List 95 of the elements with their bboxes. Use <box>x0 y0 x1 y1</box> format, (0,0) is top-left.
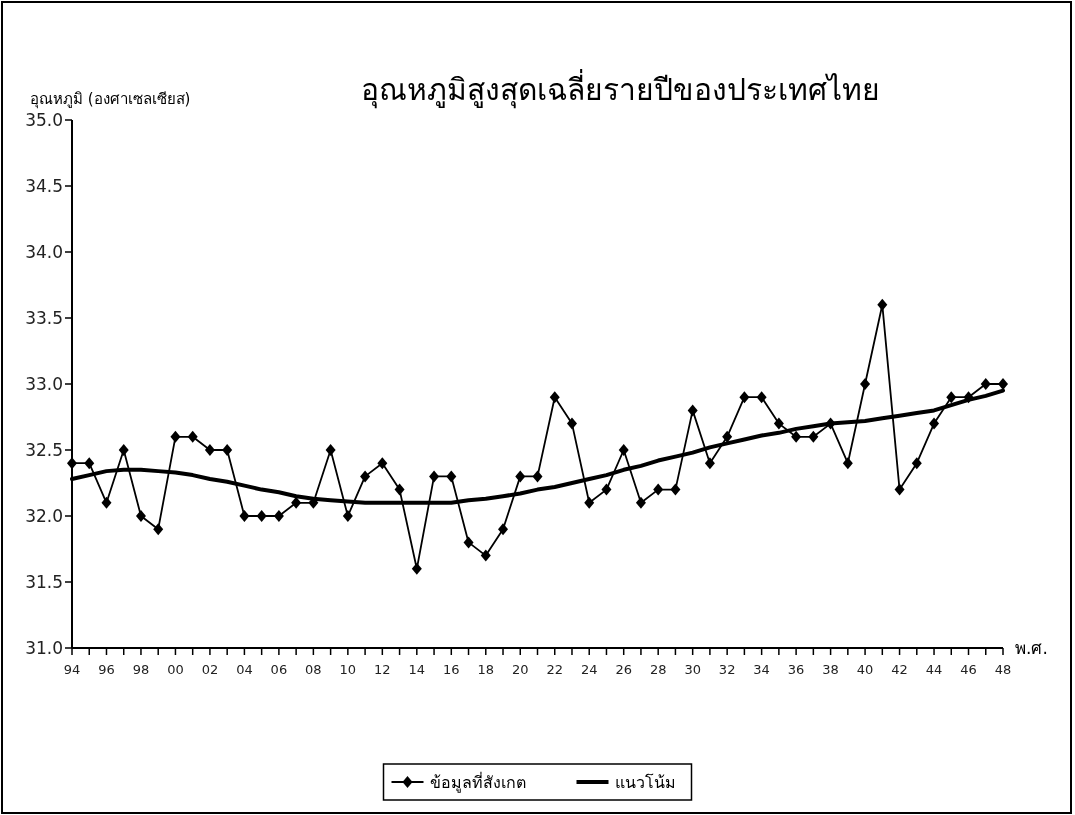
x-tick-label: 22 <box>546 662 564 677</box>
point <box>584 496 595 509</box>
y-tick-label: 32.5 <box>25 440 63 460</box>
point <box>325 444 336 456</box>
point <box>480 549 491 562</box>
point <box>618 444 629 456</box>
y-tick-label: 31.5 <box>25 572 63 592</box>
point <box>756 391 767 404</box>
x-tick-label: 16 <box>443 662 460 677</box>
point <box>153 523 164 536</box>
point <box>549 391 560 404</box>
point <box>187 430 198 443</box>
point <box>273 510 284 522</box>
x-tick-label: 46 <box>960 662 977 677</box>
point <box>998 378 1008 390</box>
x-tick-label: 36 <box>787 662 805 677</box>
y-tick-label: 34.5 <box>25 176 63 196</box>
point <box>222 444 233 456</box>
y-tick-label: 34.0 <box>25 242 63 262</box>
point <box>342 510 353 522</box>
x-tick-label: 06 <box>270 662 288 677</box>
x-tick-label: 04 <box>236 662 253 677</box>
x-tick-label: 42 <box>891 662 908 677</box>
x-tick-label: 00 <box>167 662 184 677</box>
x-tick-label: 34 <box>753 662 770 677</box>
x-tick-label: 20 <box>511 662 529 677</box>
point <box>929 417 940 430</box>
point <box>118 444 129 456</box>
point <box>394 483 405 496</box>
point <box>704 457 715 470</box>
point <box>84 457 95 470</box>
chart-title: อุณหภูมิสูงสุดเฉลี่ยรายปีของประเทศไทย <box>360 69 880 109</box>
point <box>791 430 802 443</box>
y-tick-label: 33.5 <box>25 308 63 328</box>
point <box>635 496 646 509</box>
point <box>963 391 974 404</box>
point <box>894 483 905 496</box>
x-axis-title: พ.ศ. <box>1015 638 1048 658</box>
point <box>653 483 664 496</box>
y-tick-label: 33.0 <box>25 374 63 394</box>
point <box>411 562 422 575</box>
point <box>773 417 784 430</box>
point <box>946 391 957 404</box>
x-tick-label: 18 <box>477 662 495 677</box>
point <box>515 470 526 483</box>
point <box>825 417 836 430</box>
legend-label: แนวโน้ม <box>614 773 676 792</box>
x-tick-label: 48 <box>994 662 1012 677</box>
point <box>808 430 819 443</box>
point <box>239 510 250 522</box>
point <box>739 391 750 404</box>
x-tick-label: 26 <box>615 662 632 677</box>
point <box>722 430 733 443</box>
y-tick-label: 32.0 <box>25 506 63 526</box>
y-axis-title: อุณหภูมิ (องศาเซลเซียส) <box>30 90 191 109</box>
point <box>877 298 888 311</box>
point <box>687 404 698 417</box>
point <box>842 457 853 470</box>
x-tick-label: 40 <box>856 662 874 677</box>
y-tick-label: 31.0 <box>25 638 63 658</box>
point <box>170 430 181 443</box>
x-tick-label: 38 <box>822 662 839 677</box>
point <box>670 483 681 496</box>
y-tick-label: 35.0 <box>25 110 63 130</box>
x-tick-label: 30 <box>684 662 701 677</box>
point <box>532 470 543 483</box>
x-tick-label: 94 <box>63 662 81 677</box>
x-tick-label: 28 <box>649 662 667 677</box>
point <box>308 496 319 509</box>
x-tick-label: 98 <box>132 662 150 677</box>
x-tick-label: 02 <box>201 662 219 677</box>
point <box>135 510 146 522</box>
x-tick-label: 44 <box>925 662 943 677</box>
point <box>980 378 991 390</box>
point <box>446 470 457 483</box>
legend-label: ข้อมูลที่สังเกต <box>429 771 526 793</box>
point <box>860 378 871 390</box>
point <box>429 470 440 483</box>
point <box>377 457 388 470</box>
point <box>463 536 474 549</box>
point <box>566 417 577 430</box>
x-tick-label: 96 <box>98 662 115 677</box>
x-tick-label: 12 <box>374 662 391 677</box>
x-tick-label: 10 <box>339 662 357 677</box>
point <box>911 457 922 470</box>
point <box>101 496 112 509</box>
point <box>204 444 215 456</box>
point <box>601 483 612 496</box>
x-tick-label: 14 <box>408 662 426 677</box>
point <box>256 510 267 522</box>
point <box>498 523 509 536</box>
point <box>360 470 371 483</box>
x-tick-label: 08 <box>305 662 322 677</box>
x-tick-label: 32 <box>718 662 736 677</box>
x-tick-label: 24 <box>580 662 598 677</box>
